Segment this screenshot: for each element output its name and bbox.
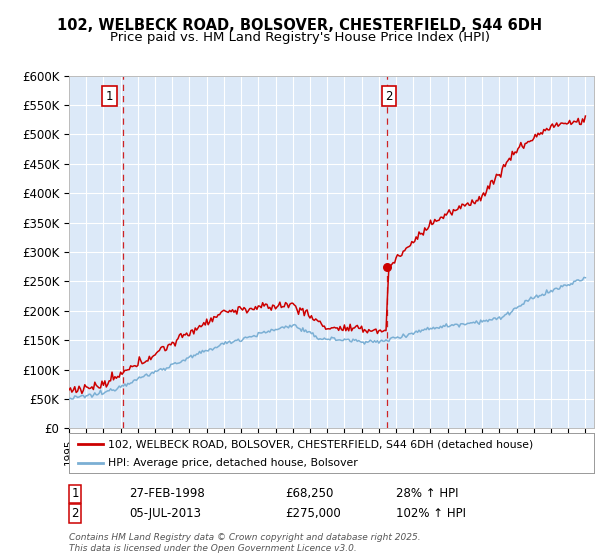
Text: 102% ↑ HPI: 102% ↑ HPI (396, 507, 466, 520)
Text: 28% ↑ HPI: 28% ↑ HPI (396, 487, 458, 501)
Text: HPI: Average price, detached house, Bolsover: HPI: Average price, detached house, Bols… (109, 458, 358, 468)
Text: 102, WELBECK ROAD, BOLSOVER, CHESTERFIELD, S44 6DH: 102, WELBECK ROAD, BOLSOVER, CHESTERFIEL… (58, 18, 542, 33)
Text: £275,000: £275,000 (285, 507, 341, 520)
Text: 27-FEB-1998: 27-FEB-1998 (129, 487, 205, 501)
Text: £68,250: £68,250 (285, 487, 334, 501)
Point (383, 262, 392, 271)
Text: 102, WELBECK ROAD, BOLSOVER, CHESTERFIELD, S44 6DH (detached house): 102, WELBECK ROAD, BOLSOVER, CHESTERFIEL… (109, 439, 533, 449)
Text: Contains HM Land Registry data © Crown copyright and database right 2025.
This d: Contains HM Land Registry data © Crown c… (69, 533, 421, 553)
Text: 2: 2 (385, 90, 393, 102)
Text: 2: 2 (71, 507, 79, 520)
Text: 1: 1 (106, 90, 113, 102)
Text: 05-JUL-2013: 05-JUL-2013 (129, 507, 201, 520)
Text: Price paid vs. HM Land Registry's House Price Index (HPI): Price paid vs. HM Land Registry's House … (110, 31, 490, 44)
Text: 1: 1 (71, 487, 79, 501)
